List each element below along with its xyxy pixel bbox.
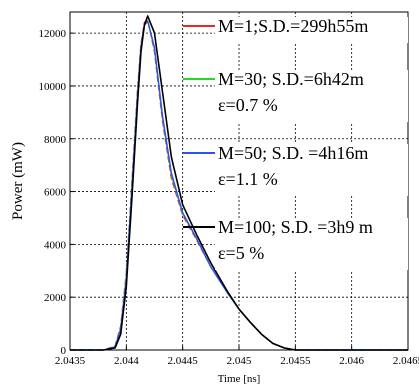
y-tick-label: 6000	[44, 187, 67, 199]
x-tick-label: 2.0435	[55, 355, 86, 367]
x-tick-label: 2.044	[114, 355, 139, 367]
legend: M=1;S.D.=299h55m M=30; S.D.=6h42m ε=0.7 % M…	[183, 16, 408, 270]
legend-label: M=1;S.D.=299h55m	[218, 16, 368, 36]
legend-label: M=50; S.D. =4h16m	[218, 143, 368, 163]
y-tick-label: 8000	[44, 134, 67, 146]
legend-label: ε=0.7 %	[218, 95, 278, 115]
y-tick-label: 12000	[39, 28, 67, 40]
y-tick-label: 4000	[44, 239, 67, 251]
legend-entry-background	[215, 218, 408, 270]
y-tick-label: 2000	[44, 292, 67, 304]
legend-label: M=100; S.D. =3h9 m	[218, 217, 373, 237]
series-lines	[70, 15, 408, 351]
legend-label: M=30; S.D.=6h42m	[218, 69, 364, 89]
legend-label: ε=5 %	[218, 243, 264, 263]
legend-entry-background	[215, 17, 408, 43]
x-tick-label: 2.0455	[280, 355, 311, 367]
x-tick-labels: 2.0435 2.044 2.0445 2.045 2.0455 2.046 2.0465	[55, 346, 419, 367]
y-tick-labels: 0 2000 4000 6000 8000 10000 12000	[39, 28, 74, 357]
legend-entry-background	[215, 144, 408, 196]
legend-entry-background	[215, 70, 408, 122]
x-tick-label: 2.0465	[393, 355, 419, 367]
x-tick-label: 2.0445	[168, 355, 199, 367]
x-axis-label: Time [ns]	[218, 373, 261, 385]
y-axis-label: Power (mW)	[10, 142, 26, 220]
y-tick-label: 0	[61, 345, 67, 357]
y-tick-label: 10000	[39, 81, 67, 93]
series-line	[70, 15, 408, 351]
legend-label: ε=1.1 %	[218, 169, 278, 189]
x-tick-label: 2.045	[227, 355, 252, 367]
x-tick-label: 2.046	[339, 355, 364, 367]
